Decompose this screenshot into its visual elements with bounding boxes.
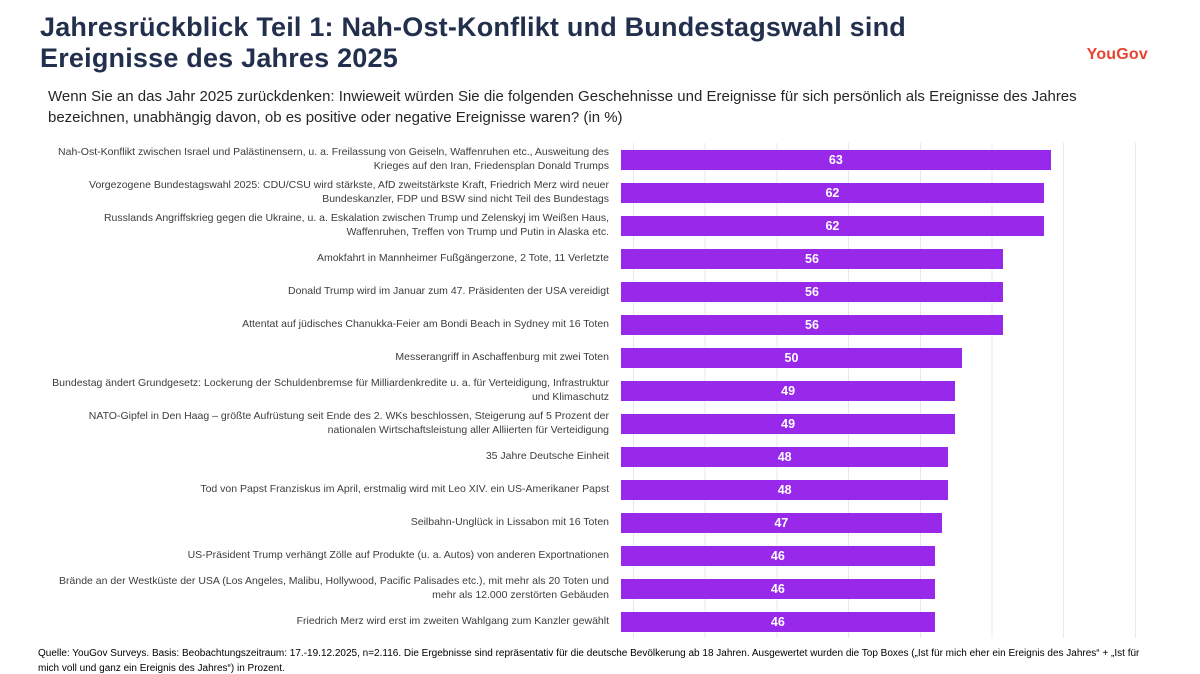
bar-value: 56 <box>805 251 819 266</box>
bar: 62 <box>621 215 1044 236</box>
bar-track: 49 <box>621 380 1153 401</box>
bar-value: 62 <box>825 185 840 200</box>
bar: 62 <box>621 182 1044 203</box>
bar-value: 49 <box>781 383 796 398</box>
bar-row: Nah-Ost-Konflikt zwischen Israel und Pal… <box>40 143 1160 176</box>
bar-value: 63 <box>828 152 843 167</box>
bar-track: 47 <box>621 512 1153 533</box>
page-title-line2: Ereignisse des Jahres 2025 <box>40 43 398 74</box>
bar: 56 <box>621 314 1003 335</box>
page-title: Jahresrückblick Teil 1: Nah-Ost-Konflikt… <box>40 12 1160 75</box>
bar-track: 56 <box>621 248 1153 269</box>
survey-question: Wenn Sie an das Jahr 2025 zurückdenken: … <box>48 87 1077 126</box>
bar-label: Russlands Angriffskrieg gegen die Ukrain… <box>103 212 609 238</box>
bar-row: Messerangriff in Aschaffenburg mit zwei … <box>40 341 1160 374</box>
bar-row: Vorgezogene Bundestagswahl 2025: CDU/CSU… <box>40 176 1160 209</box>
bar-row: Friedrich Merz wird erst im zweiten Wahl… <box>40 605 1160 638</box>
page-title-line1: Jahresrückblick Teil 1: Nah-Ost-Konflikt… <box>40 12 906 42</box>
bar-label: Messerangriff in Aschaffenburg mit zwei … <box>395 350 609 363</box>
bar-value: 48 <box>777 482 792 497</box>
bar-label: Tod von Papst Franziskus im April, erstm… <box>200 482 609 495</box>
bar-label: Donald Trump wird im Januar zum 47. Präs… <box>288 284 609 297</box>
source-note: Quelle: YouGov Surveys. Basis: Beobachtu… <box>38 648 1140 674</box>
bar-track: 62 <box>621 182 1153 203</box>
bar-row: Brände an der Westküste der USA (Los Ang… <box>40 572 1160 605</box>
bar-value: 56 <box>805 317 819 332</box>
bar-track: 46 <box>621 611 1153 632</box>
bar-row: Donald Trump wird im Januar zum 47. Präs… <box>40 275 1160 308</box>
bar: 56 <box>621 281 1003 302</box>
bar-label: Seilbahn-Unglück in Lissabon mit 16 Tote… <box>410 515 609 528</box>
bar: 46 <box>621 545 935 566</box>
bar-value: 46 <box>770 548 785 563</box>
bar-row: Russlands Angriffskrieg gegen die Ukrain… <box>40 209 1160 242</box>
bar-label: NATO-Gipfel in Den Haag – größte Aufrüst… <box>88 410 609 436</box>
bar-row: Tod von Papst Franziskus im April, erstm… <box>40 473 1160 506</box>
bar-track: 46 <box>621 578 1153 599</box>
bar-row: Bundestag ändert Grundgesetz: Lockerung … <box>40 374 1160 407</box>
bar: 48 <box>621 479 949 500</box>
bar-value: 62 <box>825 218 840 233</box>
bar-label: Bundestag ändert Grundgesetz: Lockerung … <box>52 377 609 403</box>
bar: 48 <box>621 446 949 467</box>
bar: 46 <box>621 578 935 599</box>
bar-value: 49 <box>781 416 796 431</box>
bar-track: 50 <box>621 347 1153 368</box>
bar-row: Attentat auf jüdisches Chanukka-Feier am… <box>40 308 1160 341</box>
bar-chart: Nah-Ost-Konflikt zwischen Israel und Pal… <box>40 143 1193 639</box>
bar-row: NATO-Gipfel in Den Haag – größte Aufrüst… <box>40 407 1160 440</box>
bar: 63 <box>621 149 1051 170</box>
bar-value: 46 <box>770 614 785 629</box>
bar-row: 35 Jahre Deutsche Einheit 48 <box>40 440 1160 473</box>
bar-value: 56 <box>805 284 819 299</box>
bar-label: Amokfahrt in Mannheimer Fußgängerzone, 2… <box>316 251 609 264</box>
bar: 50 <box>621 347 963 368</box>
bar-track: 56 <box>621 314 1153 335</box>
bar-row: Amokfahrt in Mannheimer Fußgängerzone, 2… <box>40 242 1160 275</box>
bar-track: 48 <box>621 446 1153 467</box>
bar: 47 <box>621 512 942 533</box>
bar: 56 <box>621 248 1003 269</box>
bar-track: 49 <box>621 413 1153 434</box>
bar-label: Attentat auf jüdisches Chanukka-Feier am… <box>242 317 609 330</box>
bar-label: US-Präsident Trump verhängt Zölle auf Pr… <box>187 548 609 561</box>
bar-track: 63 <box>621 149 1153 170</box>
bar: 46 <box>621 611 935 632</box>
bar-value: 48 <box>777 449 792 464</box>
bar-value: 50 <box>784 350 799 365</box>
bar-row: Seilbahn-Unglück in Lissabon mit 16 Tote… <box>40 506 1160 539</box>
bar-label: Friedrich Merz wird erst im zweiten Wahl… <box>296 614 609 627</box>
bar-row: US-Präsident Trump verhängt Zölle auf Pr… <box>40 539 1160 572</box>
bar-value: 46 <box>770 581 785 596</box>
bar-label: Vorgezogene Bundestagswahl 2025: CDU/CSU… <box>89 179 609 205</box>
bar-label: 35 Jahre Deutsche Einheit <box>485 449 609 462</box>
bar-track: 56 <box>621 281 1153 302</box>
bar-label: Nah-Ost-Konflikt zwischen Israel und Pal… <box>58 146 609 172</box>
bar-track: 46 <box>621 545 1153 566</box>
bar-track: 62 <box>621 215 1153 236</box>
bar-value: 47 <box>774 515 789 530</box>
bar: 49 <box>621 413 956 434</box>
bar-label: Brände an der Westküste der USA (Los Ang… <box>59 575 609 601</box>
bar-rows: Nah-Ost-Konflikt zwischen Israel und Pal… <box>40 143 1160 638</box>
yougov-logo: YouGov <box>1086 46 1148 63</box>
bar-track: 48 <box>621 479 1153 500</box>
bar: 49 <box>621 380 956 401</box>
